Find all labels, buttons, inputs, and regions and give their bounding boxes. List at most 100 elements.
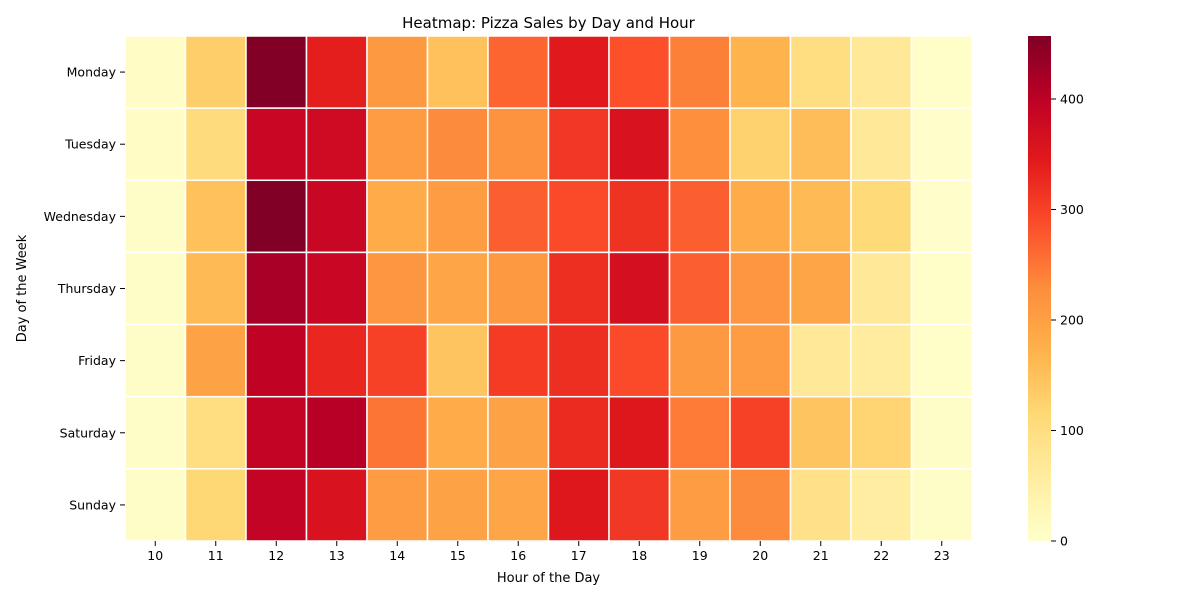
heatmap-cell xyxy=(487,179,550,254)
heatmap-cell xyxy=(608,251,671,326)
colorbar-tick-label: 400 xyxy=(1060,91,1084,106)
heatmap-cell xyxy=(426,35,489,109)
x-tick-label: 23 xyxy=(934,548,950,563)
x-axis-label: Hour of the Day xyxy=(497,571,601,586)
heatmap-cell xyxy=(245,395,308,470)
heatmap-cell xyxy=(184,323,247,398)
heatmap-cell xyxy=(487,107,550,182)
x-tick-label: 11 xyxy=(208,548,224,563)
heatmap-cell xyxy=(850,251,913,326)
heatmap-cells xyxy=(124,35,973,542)
heatmap-cell xyxy=(426,468,489,542)
x-tick-label: 19 xyxy=(692,548,708,563)
x-tick-label: 10 xyxy=(147,548,163,563)
x-tick-label: 14 xyxy=(389,548,405,563)
heatmap-cell xyxy=(608,35,671,109)
heatmap-cell xyxy=(729,251,792,326)
heatmap-cell xyxy=(124,107,187,182)
heatmap-cell xyxy=(910,468,973,542)
heatmap-cell xyxy=(124,468,187,542)
heatmap-cell xyxy=(184,468,247,542)
heatmap-cell xyxy=(245,107,308,182)
heatmap-cell xyxy=(729,35,792,109)
heatmap-cell xyxy=(547,35,610,109)
heatmap-cell xyxy=(668,107,731,182)
heatmap-cell xyxy=(729,468,792,542)
heatmap-cell xyxy=(426,323,489,398)
x-tick-label: 17 xyxy=(571,548,587,563)
x-axis-ticks: 10 11 12 13 14 15 16 17 18 19 20 21 22 23 xyxy=(147,541,950,563)
heatmap-cell xyxy=(789,468,852,542)
heatmap-cell xyxy=(426,395,489,470)
heatmap-cell xyxy=(910,323,973,398)
heatmap-cell xyxy=(850,179,913,254)
heatmap-cell xyxy=(305,251,368,326)
heatmap-cell xyxy=(184,251,247,326)
heatmap-cell xyxy=(910,395,973,470)
heatmap-cell xyxy=(184,107,247,182)
heatmap-cell xyxy=(547,179,610,254)
heatmap-cell xyxy=(910,251,973,326)
heatmap-cell xyxy=(547,395,610,470)
heatmap-cell xyxy=(729,395,792,470)
colorbar-tick-label: 200 xyxy=(1060,312,1084,327)
heatmap-cell xyxy=(366,107,429,182)
heatmap-cell xyxy=(305,179,368,254)
heatmap-cell xyxy=(668,395,731,470)
x-tick-label: 12 xyxy=(268,548,284,563)
x-tick-label: 13 xyxy=(329,548,345,563)
heatmap-cell xyxy=(366,35,429,109)
heatmap-cell xyxy=(366,395,429,470)
heatmap-cell xyxy=(305,468,368,542)
heatmap-cell xyxy=(668,323,731,398)
y-tick-label: Thursday xyxy=(57,281,117,296)
heatmap-cell xyxy=(305,35,368,109)
heatmap-cell xyxy=(668,468,731,542)
heatmap-cell xyxy=(366,468,429,542)
heatmap-cell xyxy=(366,323,429,398)
y-tick-label: Monday xyxy=(67,65,117,80)
heatmap-cell xyxy=(184,395,247,470)
heatmap-cell xyxy=(547,468,610,542)
heatmap-cell xyxy=(184,179,247,254)
colorbar-tick-label: 0 xyxy=(1060,534,1068,549)
heatmap-cell xyxy=(245,35,308,109)
y-tick-label: Sunday xyxy=(69,497,116,512)
heatmap-cell xyxy=(426,251,489,326)
heatmap-cell xyxy=(668,179,731,254)
y-axis-ticks: Monday Tuesday Wednesday Thursday Friday Satu… xyxy=(44,65,125,512)
heatmap-cell xyxy=(789,35,852,109)
heatmap-cell xyxy=(850,323,913,398)
x-tick-label: 15 xyxy=(450,548,466,563)
heatmap-cell xyxy=(668,35,731,109)
x-tick-label: 20 xyxy=(752,548,768,563)
heatmap-cell xyxy=(789,395,852,470)
heatmap-cell xyxy=(910,35,973,109)
y-tick-label: Tuesday xyxy=(64,137,116,152)
heatmap-cell xyxy=(547,251,610,326)
x-tick-label: 18 xyxy=(631,548,647,563)
heatmap-cell xyxy=(789,323,852,398)
heatmap-cell xyxy=(184,35,247,109)
heatmap-cell xyxy=(608,107,671,182)
colorbar-gradient xyxy=(1028,36,1051,541)
heatmap-cell xyxy=(850,35,913,109)
heatmap-cell xyxy=(729,179,792,254)
heatmap-cell xyxy=(850,395,913,470)
heatmap-cell xyxy=(608,395,671,470)
heatmap-cell xyxy=(789,107,852,182)
heatmap-cell xyxy=(910,179,973,254)
heatmap-cell xyxy=(245,468,308,542)
heatmap-cell xyxy=(910,107,973,182)
x-tick-label: 21 xyxy=(813,548,829,563)
heatmap-cell xyxy=(547,107,610,182)
heatmap-cell xyxy=(124,179,187,254)
heatmap-cell xyxy=(668,251,731,326)
colorbar-tick-label: 300 xyxy=(1060,202,1084,217)
heatmap-cell xyxy=(305,323,368,398)
heatmap-cell xyxy=(487,35,550,109)
heatmap-cell xyxy=(729,323,792,398)
x-tick-label: 22 xyxy=(873,548,889,563)
heatmap-cell xyxy=(487,395,550,470)
